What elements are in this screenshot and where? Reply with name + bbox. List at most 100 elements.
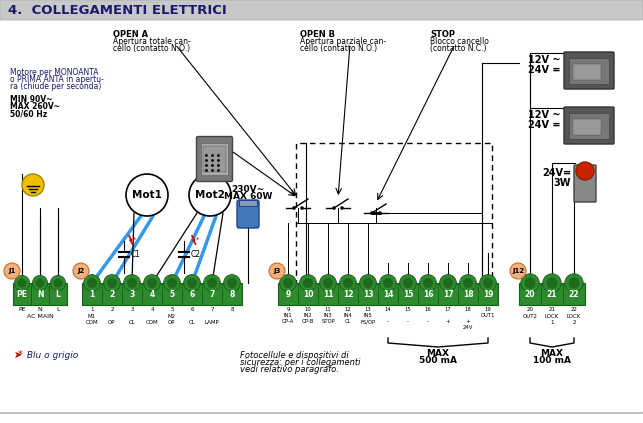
Text: MAX 60W: MAX 60W bbox=[224, 192, 272, 201]
Text: N: N bbox=[38, 307, 42, 312]
Circle shape bbox=[340, 275, 356, 291]
Text: 1: 1 bbox=[550, 320, 554, 325]
Circle shape bbox=[463, 278, 473, 288]
Text: CL: CL bbox=[129, 320, 136, 325]
Circle shape bbox=[343, 278, 353, 288]
Circle shape bbox=[147, 278, 157, 288]
Text: LOCK: LOCK bbox=[567, 313, 581, 319]
Circle shape bbox=[332, 206, 336, 210]
Circle shape bbox=[127, 278, 137, 288]
Text: L: L bbox=[55, 289, 60, 299]
Text: M1: M1 bbox=[88, 313, 96, 319]
Text: J12: J12 bbox=[512, 268, 524, 274]
Circle shape bbox=[4, 263, 20, 279]
Text: Blu o grigio: Blu o grigio bbox=[24, 351, 78, 360]
Text: 2: 2 bbox=[572, 320, 575, 325]
Circle shape bbox=[32, 275, 48, 291]
Text: 22: 22 bbox=[569, 289, 579, 299]
Text: 100 mA: 100 mA bbox=[533, 356, 571, 365]
Text: IN4: IN4 bbox=[343, 313, 352, 318]
Text: 17: 17 bbox=[442, 289, 453, 299]
Circle shape bbox=[521, 274, 539, 292]
Text: 12: 12 bbox=[343, 289, 353, 299]
Text: OP-B: OP-B bbox=[302, 319, 314, 324]
Text: OP: OP bbox=[108, 320, 116, 325]
Text: M2: M2 bbox=[168, 313, 176, 319]
Text: 1: 1 bbox=[89, 289, 95, 299]
Text: 14: 14 bbox=[385, 307, 392, 312]
Text: 14: 14 bbox=[383, 289, 394, 299]
Bar bbox=[519, 283, 585, 305]
Circle shape bbox=[163, 275, 181, 291]
Circle shape bbox=[363, 278, 373, 288]
Text: FS/OP: FS/OP bbox=[361, 319, 376, 324]
Text: OP-A: OP-A bbox=[282, 319, 294, 324]
Text: C1: C1 bbox=[131, 250, 141, 258]
Text: 17: 17 bbox=[444, 307, 451, 312]
Circle shape bbox=[576, 162, 594, 180]
Text: J2: J2 bbox=[77, 268, 85, 274]
Circle shape bbox=[403, 278, 413, 288]
Text: 8: 8 bbox=[230, 307, 234, 312]
Bar bbox=[203, 146, 226, 172]
Text: Fotocellule e dispositivi di: Fotocellule e dispositivi di bbox=[240, 351, 349, 360]
Text: 5: 5 bbox=[170, 289, 174, 299]
Circle shape bbox=[126, 174, 168, 216]
Text: OUT1: OUT1 bbox=[481, 313, 495, 318]
Circle shape bbox=[22, 174, 44, 196]
Text: -: - bbox=[387, 319, 389, 324]
FancyBboxPatch shape bbox=[237, 200, 259, 228]
Text: 20: 20 bbox=[527, 307, 534, 312]
Circle shape bbox=[323, 278, 333, 288]
Text: Blocco cancello: Blocco cancello bbox=[430, 37, 489, 46]
Text: +: + bbox=[446, 319, 450, 324]
Text: cello (contatto N.O.): cello (contatto N.O.) bbox=[300, 44, 377, 53]
Circle shape bbox=[227, 278, 237, 288]
Text: 16: 16 bbox=[424, 307, 431, 312]
Bar bbox=[239, 200, 257, 206]
Text: C2: C2 bbox=[191, 250, 201, 258]
Circle shape bbox=[73, 263, 89, 279]
Circle shape bbox=[525, 277, 536, 288]
Circle shape bbox=[460, 275, 476, 291]
Text: 12V ~: 12V ~ bbox=[529, 55, 561, 65]
Circle shape bbox=[370, 211, 374, 215]
Circle shape bbox=[399, 275, 417, 291]
Text: MAX: MAX bbox=[426, 349, 449, 358]
Text: 4: 4 bbox=[149, 289, 154, 299]
Text: 11: 11 bbox=[323, 289, 333, 299]
Circle shape bbox=[167, 278, 177, 288]
Circle shape bbox=[14, 275, 30, 291]
Text: Motore per MONOANTA: Motore per MONOANTA bbox=[10, 68, 98, 77]
Bar bbox=[569, 58, 609, 84]
Text: LAMP: LAMP bbox=[204, 320, 219, 325]
Circle shape bbox=[283, 278, 293, 288]
Circle shape bbox=[303, 278, 313, 288]
Circle shape bbox=[84, 275, 100, 291]
Circle shape bbox=[143, 275, 160, 291]
Text: 3: 3 bbox=[129, 289, 134, 299]
Bar bbox=[569, 113, 609, 139]
Text: 24V=: 24V= bbox=[542, 168, 571, 178]
Bar bbox=[278, 283, 498, 305]
Circle shape bbox=[189, 174, 231, 216]
FancyBboxPatch shape bbox=[0, 19, 643, 413]
Text: +: + bbox=[466, 319, 470, 324]
Text: L: L bbox=[56, 307, 60, 312]
Text: sicurezza: per i collegamenti: sicurezza: per i collegamenti bbox=[240, 358, 361, 367]
FancyBboxPatch shape bbox=[197, 137, 233, 181]
Circle shape bbox=[440, 275, 457, 291]
Text: IN5: IN5 bbox=[364, 313, 372, 318]
Text: 24V =: 24V = bbox=[529, 120, 561, 130]
Text: 18: 18 bbox=[465, 307, 471, 312]
Text: OPEN A: OPEN A bbox=[113, 30, 148, 39]
Circle shape bbox=[35, 278, 44, 288]
Circle shape bbox=[423, 278, 433, 288]
Text: (contatto N.C.): (contatto N.C.) bbox=[430, 44, 487, 53]
FancyBboxPatch shape bbox=[564, 107, 614, 144]
Circle shape bbox=[379, 275, 396, 291]
Text: IN1: IN1 bbox=[284, 313, 293, 318]
Text: 24V: 24V bbox=[463, 325, 473, 330]
Text: ➤: ➤ bbox=[14, 350, 22, 360]
Circle shape bbox=[510, 263, 526, 279]
